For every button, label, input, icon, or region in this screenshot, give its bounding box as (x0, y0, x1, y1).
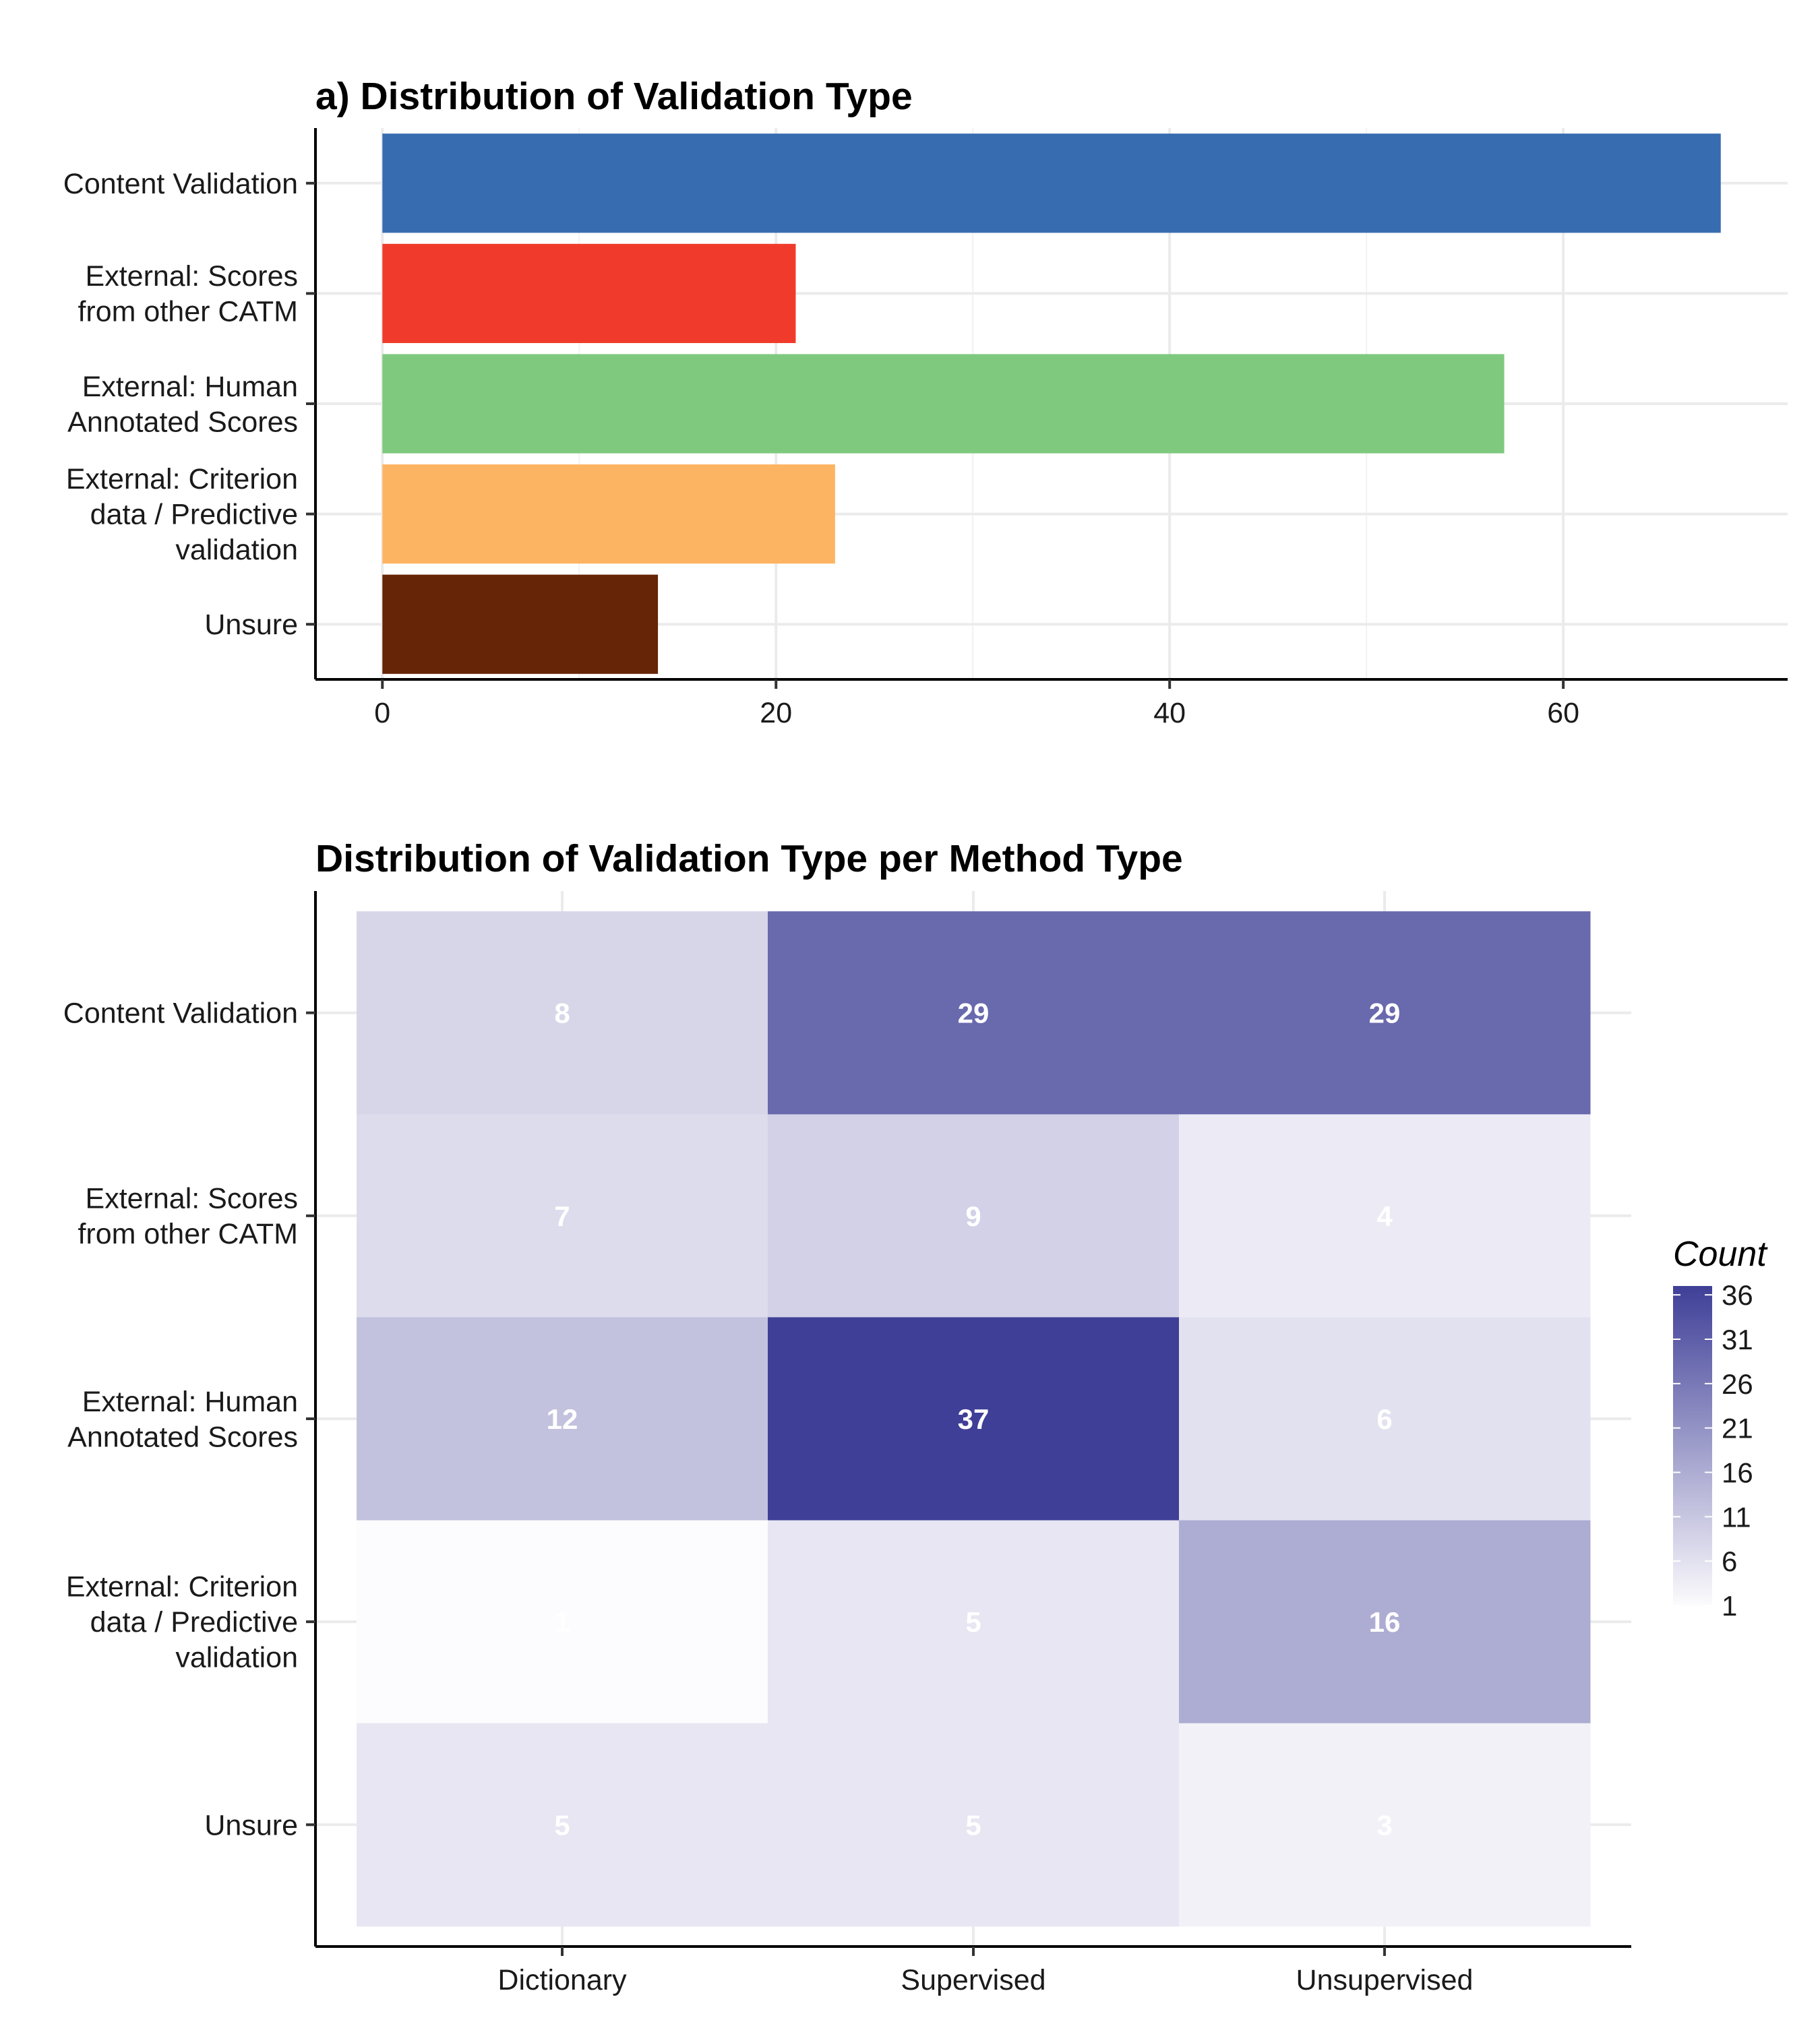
heatmap-cell-label: 5 (965, 1606, 981, 1638)
heatmap-y-tick-labels: Content Validation External: Scores from o… (63, 998, 315, 1841)
bar-y-tick-label-line: External: Scores (86, 260, 298, 293)
heatmap-panel: Distribution of Validation Type per Meth… (63, 837, 1631, 1996)
heatmap-cell (1179, 1317, 1591, 1521)
heat-y-tick-label-line: External: Human (82, 1386, 298, 1418)
bar-y-tick-label-line: External: Criterion (66, 463, 298, 495)
bar (382, 464, 835, 564)
heatmap-cell-label: 16 (1369, 1606, 1401, 1638)
heatmap-title: Distribution of Validation Type per Meth… (315, 837, 1183, 880)
heat-y-tick-label-line: data / Predictive (90, 1606, 298, 1638)
heatmap-cell-label: 9 (965, 1200, 981, 1232)
legend-ticks: 36 31 26 21 16 11 6 1 (1673, 1279, 1753, 1622)
bar-x-tick-label: 60 (1547, 697, 1579, 729)
heatmap-cells (357, 911, 1591, 1927)
bar-chart-panel: a) Distribution of Validation Type Conte… (63, 75, 1788, 729)
heatmap-cell (1179, 1520, 1591, 1724)
heatmap-cell (357, 1317, 768, 1521)
legend-tick-label: 11 (1722, 1501, 1751, 1533)
heatmap-cell-label: 4 (1376, 1200, 1393, 1232)
legend-colorbar (1673, 1286, 1712, 1605)
bar-x-tick-label: 40 (1153, 697, 1186, 729)
legend-tick-label: 1 (1722, 1590, 1737, 1622)
heatmap-cell-labels: 8 29 29 7 9 4 12 37 6 1 5 16 5 5 3 (547, 998, 1401, 1841)
bar-y-tick-label-line: Content Validation (63, 168, 298, 200)
heatmap-cell-label: 37 (958, 1403, 990, 1435)
heatmap-cell (1179, 1114, 1591, 1318)
heat-y-tick-label: Content Validation (63, 998, 298, 1030)
heatmap-cell (1179, 1723, 1591, 1927)
heat-x-tick-label: Unsupervised (1296, 1964, 1474, 1996)
bar-y-tick-label-line: from other CATM (78, 296, 298, 328)
heat-y-tick-label: Unsure (204, 1809, 298, 1841)
heatmap-cell-label: 29 (958, 998, 990, 1029)
heatmap-cell-label: 12 (547, 1403, 578, 1435)
legend-tick-label: 21 (1722, 1413, 1753, 1444)
legend-tick-label: 36 (1722, 1279, 1753, 1311)
heatmap-cell (357, 1114, 768, 1318)
heat-y-tick-label-line: External: Scores (86, 1183, 298, 1215)
bar-y-tick-label: External: Criterion data / Predictive vali… (66, 463, 298, 566)
bar-chart-x-tick-labels: 0 20 40 60 (374, 679, 1579, 729)
heatmap-cell (768, 911, 1180, 1115)
heat-y-tick-label: External: Human Annotated Scores (67, 1386, 298, 1454)
heat-x-tick-label: Supervised (901, 1964, 1045, 1996)
bar-y-tick-label: Unsure (204, 609, 298, 641)
heatmap-cell (357, 1723, 768, 1927)
heatmap-cell-label: 5 (965, 1809, 981, 1841)
heat-y-tick-label-line: validation (175, 1642, 298, 1674)
legend-tick-label: 16 (1722, 1457, 1753, 1489)
heat-y-tick-label-line: Content Validation (63, 998, 298, 1030)
heatmap-cell-label: 1 (554, 1606, 570, 1638)
heat-y-tick-label-line: Annotated Scores (67, 1421, 298, 1453)
heatmap-cell-label: 5 (554, 1809, 570, 1841)
heat-y-tick-label-line: Unsure (204, 1809, 298, 1841)
bar (382, 574, 659, 674)
heat-y-tick-label: External: Criterion data / Predictive vali… (66, 1571, 298, 1674)
heatmap-cell-label: 6 (1376, 1403, 1392, 1435)
bar (382, 354, 1505, 454)
heatmap-cell (1179, 911, 1591, 1115)
bar-y-tick-label-line: validation (175, 534, 298, 566)
bar-y-tick-label: Content Validation (63, 168, 298, 200)
heat-y-tick-label: External: Scores from other CATM (78, 1183, 298, 1250)
heatmap-cell (768, 1723, 1180, 1927)
heatmap-cell (768, 1520, 1180, 1724)
heatmap-cell-label: 29 (1369, 998, 1401, 1029)
heatmap-cell (357, 911, 768, 1115)
bar-y-tick-label: External: Scores from other CATM (78, 260, 298, 328)
bar-y-tick-label-line: External: Human (82, 371, 298, 403)
bar-chart-bars (382, 133, 1721, 674)
heatmap-cell-label: 7 (554, 1200, 570, 1232)
legend-tick-label: 31 (1722, 1324, 1753, 1355)
heat-y-tick-label-line: External: Criterion (66, 1571, 298, 1603)
count-legend: Count 36 31 26 21 16 11 6 1 (1673, 1235, 1768, 1622)
heatmap-cell (357, 1520, 768, 1724)
bar-y-tick-label-line: data / Predictive (90, 499, 298, 531)
bar-x-tick-label: 0 (374, 697, 390, 729)
heatmap-cell-label: 3 (1376, 1809, 1392, 1841)
heatmap-cell (768, 1114, 1180, 1318)
bar-x-tick-label: 20 (760, 697, 792, 729)
legend-title: Count (1673, 1235, 1768, 1274)
heatmap-cell-label: 8 (554, 998, 570, 1029)
bar-y-tick-label: External: Human Annotated Scores (67, 371, 298, 439)
bar-chart-title: a) Distribution of Validation Type (315, 75, 913, 118)
bar (382, 133, 1721, 233)
bar-y-tick-label-line: Annotated Scores (67, 406, 298, 438)
legend-tick-label: 26 (1722, 1368, 1753, 1400)
bar-y-tick-label-line: Unsure (204, 609, 298, 641)
heat-y-tick-label-line: from other CATM (78, 1218, 298, 1250)
bar (382, 243, 796, 343)
bar-chart-y-tick-labels: Content Validation External: Scores from o… (63, 168, 315, 641)
heatmap-cell (768, 1317, 1180, 1521)
heat-x-tick-label: Dictionary (497, 1964, 627, 1996)
heatmap-x-tick-labels: Dictionary Supervised Unsupervised (497, 1947, 1473, 1996)
legend-tick-label: 6 (1722, 1545, 1737, 1577)
